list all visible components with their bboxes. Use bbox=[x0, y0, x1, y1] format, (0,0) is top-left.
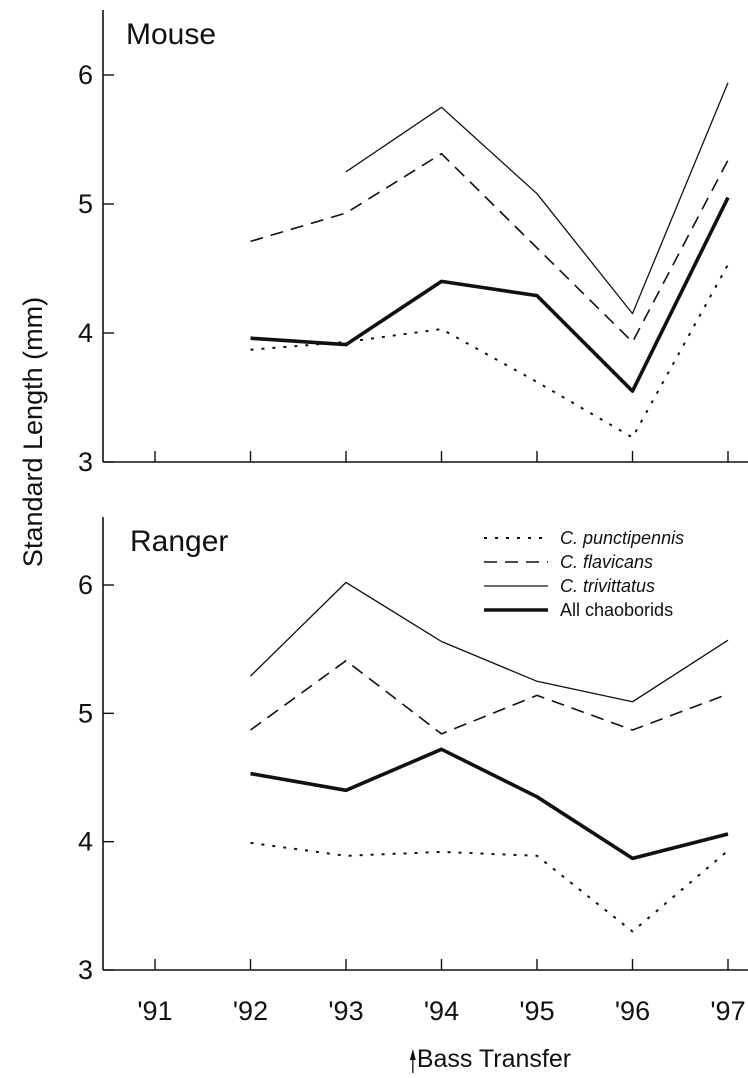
series-line-c-punctipennis bbox=[251, 265, 729, 438]
x-tick-label: '94 bbox=[424, 996, 459, 1026]
y-axis-label: Standard Length (mm) bbox=[18, 297, 48, 567]
x-tick-label: '91 bbox=[137, 996, 172, 1026]
series-line-c-punctipennis bbox=[251, 843, 729, 932]
y-tick-label: 5 bbox=[78, 189, 93, 219]
series-line-all-chaoborids bbox=[251, 749, 729, 858]
x-axis: '91 '92 '93 '94 '95 '96 '97 bbox=[137, 996, 745, 1026]
panel-title: Ranger bbox=[130, 525, 228, 558]
series-line-c-flavicans bbox=[251, 661, 729, 734]
series-line-all-chaoborids bbox=[251, 198, 729, 392]
series-line-c-flavicans bbox=[251, 154, 729, 342]
bass-transfer-annotation: Bass Transfer bbox=[410, 1045, 571, 1073]
y-tick-label: 5 bbox=[78, 698, 93, 728]
x-tick-label: '95 bbox=[519, 996, 554, 1026]
panel-title: Mouse bbox=[126, 18, 216, 51]
series-line-c-trivittatus bbox=[346, 83, 728, 314]
legend: C. punctipennis C. flavicans C. trivittatu… bbox=[484, 528, 684, 620]
x-tick-label: '97 bbox=[710, 996, 745, 1026]
legend-label: C. punctipennis bbox=[560, 528, 684, 548]
y-tick-label: 3 bbox=[78, 447, 93, 477]
y-tick-label: 6 bbox=[78, 60, 93, 90]
x-tick-label: '96 bbox=[615, 996, 650, 1026]
x-tick-label: '92 bbox=[233, 996, 268, 1026]
y-tick-label: 6 bbox=[78, 570, 93, 600]
legend-label: C. flavicans bbox=[560, 552, 653, 572]
x-tick-label: '93 bbox=[328, 996, 363, 1026]
y-tick-label: 3 bbox=[78, 955, 93, 985]
legend-label: All chaoborids bbox=[560, 600, 673, 620]
panel-mouse: 3 4 5 6 Mouse bbox=[78, 10, 748, 477]
y-tick-label: 4 bbox=[78, 827, 93, 857]
annotation-label: Bass Transfer bbox=[417, 1045, 571, 1073]
annotation-arrow-head bbox=[410, 1049, 416, 1060]
y-tick-label: 4 bbox=[78, 318, 93, 348]
legend-label: C. trivittatus bbox=[560, 576, 655, 596]
